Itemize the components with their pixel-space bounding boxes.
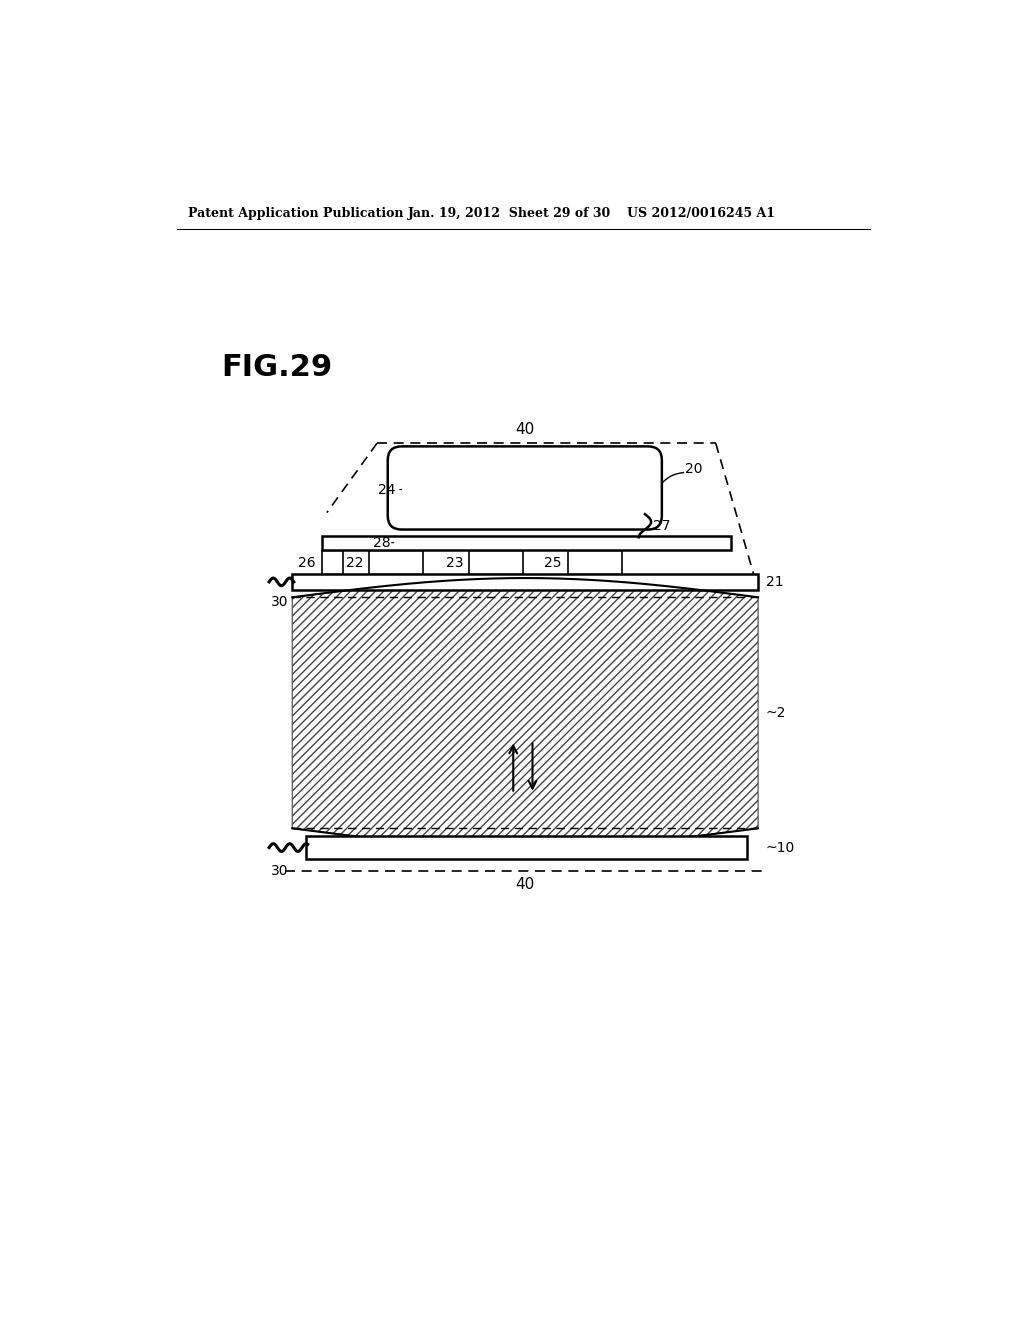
Bar	[568, 552, 622, 574]
Text: 23: 23	[445, 556, 463, 570]
Text: 25: 25	[545, 556, 562, 570]
Bar	[469, 552, 523, 574]
Text: Patent Application Publication: Patent Application Publication	[188, 207, 403, 220]
Bar	[306, 836, 746, 859]
Text: 28: 28	[373, 536, 391, 549]
Text: 30: 30	[270, 865, 288, 878]
Bar	[292, 574, 758, 590]
Text: FIG.29: FIG.29	[221, 354, 333, 383]
Text: ~2: ~2	[766, 706, 786, 719]
Text: 26: 26	[298, 556, 315, 570]
Text: 27: 27	[652, 519, 670, 533]
Polygon shape	[292, 578, 758, 847]
Bar	[322, 536, 731, 549]
Text: 21: 21	[766, 576, 783, 589]
Text: Jan. 19, 2012  Sheet 29 of 30: Jan. 19, 2012 Sheet 29 of 30	[408, 207, 611, 220]
Bar	[370, 552, 423, 574]
Text: US 2012/0016245 A1: US 2012/0016245 A1	[628, 207, 775, 220]
Text: 40: 40	[515, 876, 535, 892]
Text: 30: 30	[270, 595, 288, 609]
Text: 22: 22	[346, 556, 364, 570]
Text: 24: 24	[378, 483, 395, 496]
Text: 40: 40	[515, 422, 535, 437]
Bar	[322, 552, 343, 574]
Text: ~10: ~10	[766, 841, 795, 854]
FancyBboxPatch shape	[388, 446, 662, 529]
Text: 20: 20	[685, 462, 702, 475]
